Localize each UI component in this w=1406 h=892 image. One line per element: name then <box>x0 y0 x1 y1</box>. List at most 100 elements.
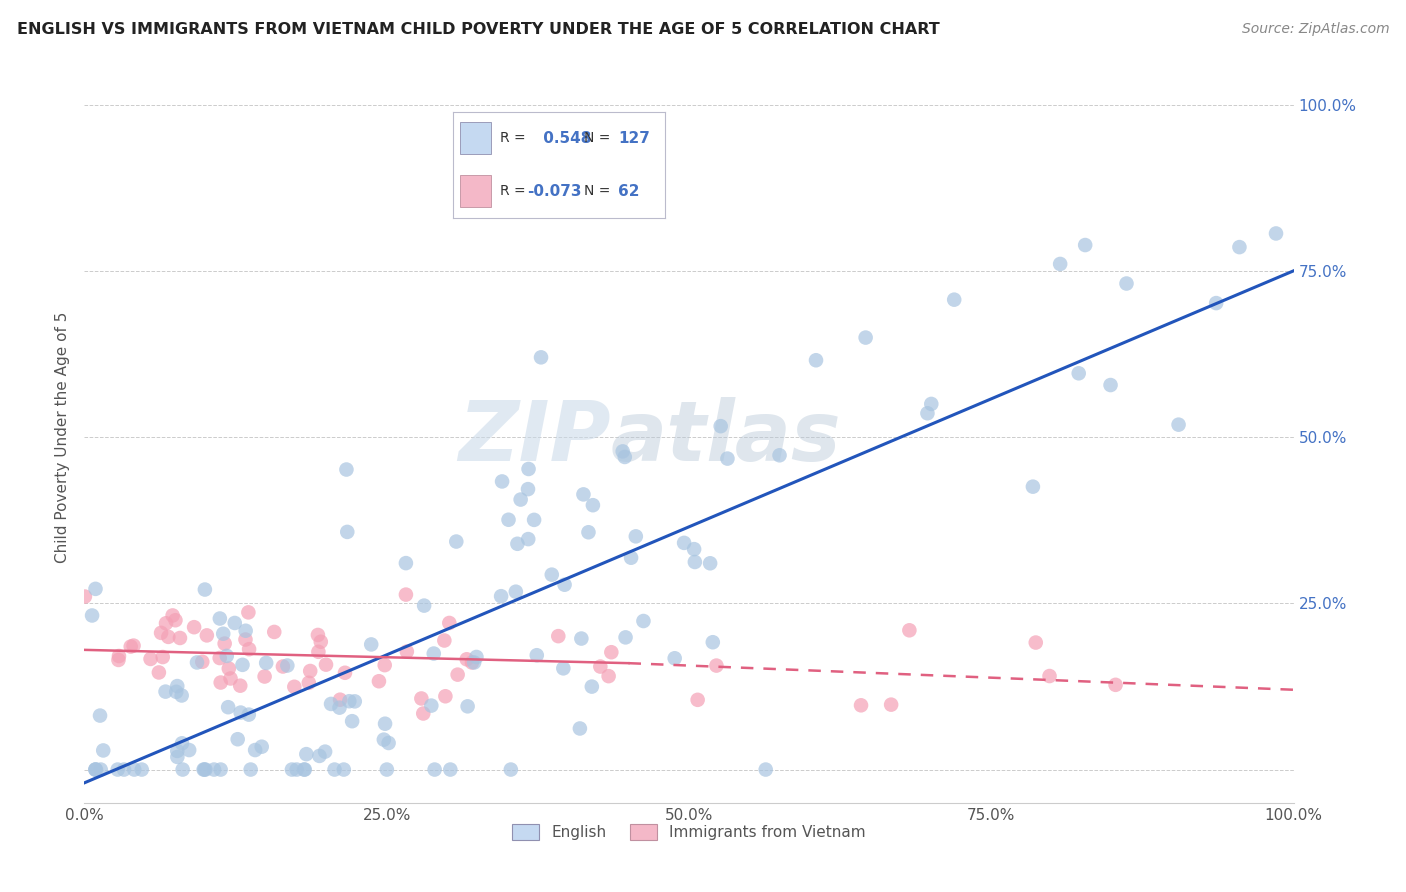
Point <box>526 648 548 663</box>
Point <box>581 680 603 694</box>
Point <box>768 448 790 462</box>
Point <box>686 693 709 707</box>
Point <box>423 763 446 777</box>
Point <box>554 578 576 592</box>
Point <box>212 626 235 640</box>
Point <box>614 631 637 645</box>
Point <box>633 614 655 628</box>
Point <box>943 293 966 307</box>
Point <box>250 739 273 754</box>
Point <box>271 659 294 673</box>
Point <box>112 763 135 777</box>
Point <box>523 513 546 527</box>
Point <box>186 656 208 670</box>
Point <box>420 698 443 713</box>
Point <box>702 635 724 649</box>
Point <box>517 532 540 546</box>
Point <box>336 524 359 539</box>
Point <box>170 689 193 703</box>
Point <box>73 590 96 604</box>
Point <box>530 351 553 365</box>
Point <box>276 658 298 673</box>
Point <box>202 763 225 777</box>
Point <box>162 608 184 623</box>
Point <box>226 732 249 747</box>
Point <box>238 642 260 657</box>
Point <box>285 763 308 777</box>
Point <box>209 675 232 690</box>
Point <box>254 656 277 670</box>
Point <box>193 763 215 777</box>
Point <box>229 679 252 693</box>
Point <box>333 665 356 680</box>
Point <box>170 736 193 750</box>
Point <box>578 525 600 540</box>
Point <box>395 588 418 602</box>
Point <box>120 640 142 654</box>
Legend: English, Immigrants from Vietnam: English, Immigrants from Vietnam <box>506 818 872 847</box>
Point <box>307 628 329 642</box>
Point <box>920 397 942 411</box>
Point <box>238 606 260 620</box>
Point <box>377 736 399 750</box>
Point <box>706 658 728 673</box>
Point <box>855 330 877 344</box>
Point <box>329 692 352 706</box>
Point <box>422 647 444 661</box>
Point <box>122 763 145 777</box>
Point <box>150 625 173 640</box>
Point <box>1067 366 1090 380</box>
Point <box>664 651 686 665</box>
Point <box>412 706 434 721</box>
Point <box>1167 417 1189 432</box>
Point <box>165 613 187 627</box>
Point <box>489 589 512 603</box>
Text: atlas: atlas <box>610 397 841 477</box>
Point <box>235 632 257 647</box>
Point <box>506 537 529 551</box>
Point <box>165 685 187 699</box>
Text: Source: ZipAtlas.com: Source: ZipAtlas.com <box>1241 22 1389 37</box>
Point <box>1022 480 1045 494</box>
Point <box>337 694 360 708</box>
Point <box>209 763 232 777</box>
Point <box>1099 378 1122 392</box>
Point <box>553 661 575 675</box>
Point <box>194 763 217 777</box>
Point <box>299 664 322 678</box>
Point <box>157 630 180 644</box>
Point <box>439 763 461 777</box>
Point <box>446 667 468 681</box>
Point <box>131 763 153 777</box>
Point <box>91 743 114 757</box>
Point <box>569 632 592 646</box>
Point <box>294 763 316 777</box>
Point <box>108 648 131 663</box>
Point <box>1205 296 1227 310</box>
Point <box>683 542 706 557</box>
Point <box>880 698 903 712</box>
Point <box>217 700 239 714</box>
Text: ZIP: ZIP <box>458 397 610 477</box>
Point <box>582 498 605 512</box>
Point <box>1025 635 1047 649</box>
Point <box>1104 678 1126 692</box>
Point <box>509 492 531 507</box>
Point <box>465 650 488 665</box>
Point <box>172 763 194 777</box>
Point <box>333 763 356 777</box>
Point <box>235 624 257 638</box>
Point <box>307 645 329 659</box>
Point <box>298 675 321 690</box>
Point <box>295 747 318 761</box>
Point <box>343 694 366 708</box>
Point <box>219 672 242 686</box>
Point <box>183 620 205 634</box>
Point <box>463 656 485 670</box>
Point <box>218 662 240 676</box>
Point <box>283 680 305 694</box>
Point <box>139 652 162 666</box>
Point <box>505 584 527 599</box>
Point <box>166 750 188 764</box>
Point <box>166 744 188 758</box>
